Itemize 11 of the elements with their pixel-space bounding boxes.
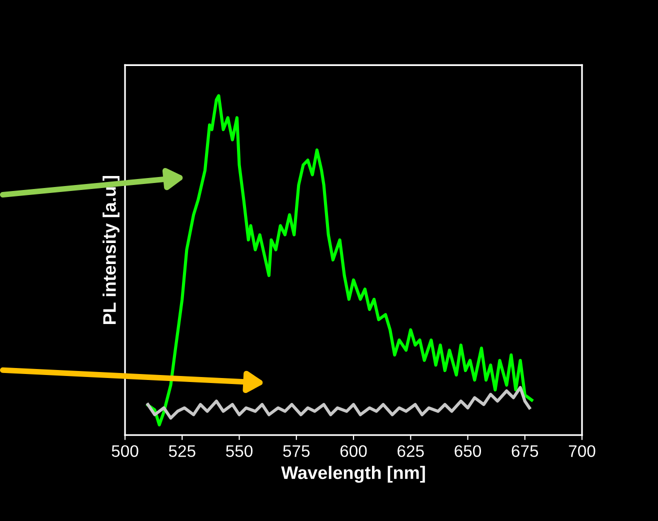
- x-axis-title: Wavelength [nm]: [281, 466, 425, 483]
- y-axis-title: PL intensity [a.u.]: [102, 176, 120, 324]
- x-tick-label: 675: [512, 445, 538, 457]
- x-tick-label: 550: [226, 445, 253, 457]
- x-tick-label: 575: [283, 445, 310, 457]
- x-tick-label: 500: [112, 445, 138, 457]
- x-tick-label: 700: [568, 445, 596, 457]
- x-tick-label: 650: [454, 445, 482, 457]
- x-tick-label: 600: [340, 445, 367, 457]
- x-tick-label: 525: [168, 445, 196, 457]
- x-tick-label: 625: [398, 445, 424, 457]
